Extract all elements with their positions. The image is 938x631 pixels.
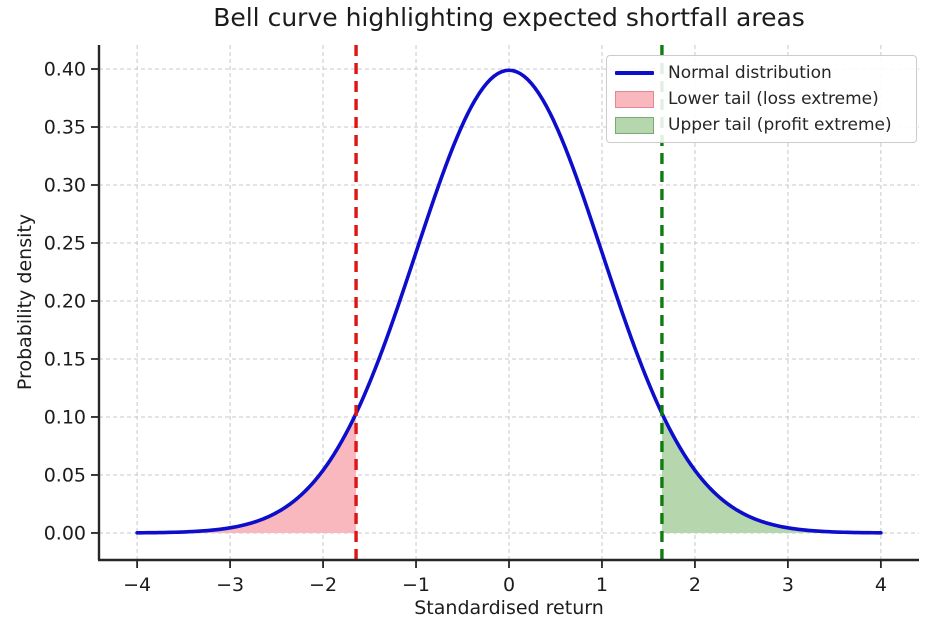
upper-tail-fill: [661, 413, 881, 533]
legend-item-label: Upper tail (profit extreme): [668, 115, 892, 135]
lower-tail-fill: [137, 413, 357, 533]
legend-patch-swatch: [615, 116, 654, 134]
legend-item: Upper tail (profit extreme): [615, 112, 908, 138]
legend-line-swatch: [615, 71, 654, 75]
y-tick-label: 0.40: [44, 59, 86, 81]
legend: Normal distribution Lower tail (loss extr…: [606, 55, 917, 143]
x-tick-label: 4: [875, 574, 887, 596]
x-tick-label: 1: [596, 574, 608, 596]
x-tick-label: −4: [123, 574, 151, 596]
y-tick-label: 0.00: [44, 522, 86, 544]
chart-title: Bell curve highlighting expected shortfa…: [213, 3, 805, 32]
y-tick-label: 0.15: [44, 348, 86, 370]
y-tick-label: 0.10: [44, 406, 86, 428]
x-tick-label: 0: [503, 574, 515, 596]
x-tick-label: 3: [782, 574, 794, 596]
y-axis-label: Probability density: [14, 213, 36, 391]
y-tick-label: 0.20: [44, 290, 86, 312]
legend-item-label: Normal distribution: [668, 63, 832, 83]
y-tick-label: 0.30: [44, 175, 86, 197]
x-axis-label: Standardised return: [414, 597, 604, 619]
x-tick-label: −2: [309, 574, 337, 596]
x-tick-label: −3: [216, 574, 244, 596]
plot-area: −4 −3 −2 −1 0 1 2 3 4 0.00 0.05 0.10 0.15 0.20 0.25 0.3…: [44, 45, 919, 596]
legend-patch-swatch: [615, 90, 654, 108]
y-tick-label: 0.05: [44, 464, 86, 486]
legend-item: Normal distribution: [615, 60, 908, 86]
x-tick-label: −1: [402, 574, 430, 596]
y-tick-label: 0.25: [44, 232, 86, 254]
y-tick-label: 0.35: [44, 117, 86, 139]
legend-item: Lower tail (loss extreme): [615, 86, 908, 112]
x-tick-label: 2: [689, 574, 701, 596]
y-ticks: 0.00 0.05 0.10 0.15 0.20 0.25 0.30 0.35 0.40: [44, 59, 99, 544]
legend-item-label: Lower tail (loss extreme): [668, 89, 879, 109]
bell-curve-chart: −4 −3 −2 −1 0 1 2 3 4 0.00 0.05 0.10 0.15 0.20 0.25 0.3…: [44, 45, 919, 596]
normal-curve: [135, 68, 883, 535]
x-ticks: −4 −3 −2 −1 0 1 2 3 4: [123, 560, 887, 596]
